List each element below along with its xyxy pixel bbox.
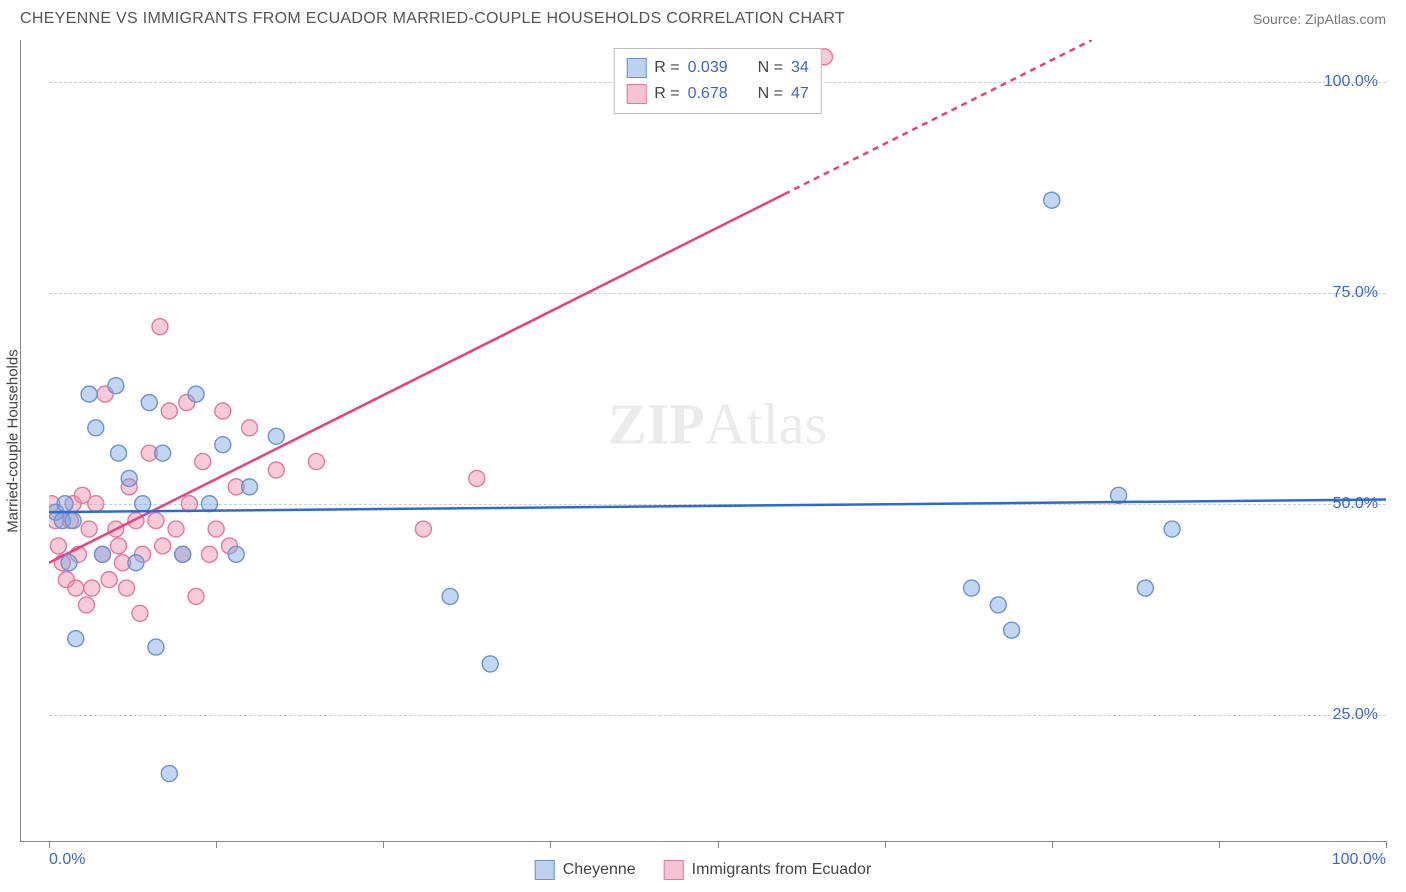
scatter-point <box>964 580 980 596</box>
x-tick-mark <box>49 841 50 848</box>
scatter-point <box>155 445 171 461</box>
scatter-point <box>195 454 211 470</box>
scatter-point <box>242 420 258 436</box>
legend-stats-row: R = 0.678 N = 47 <box>626 81 809 107</box>
scatter-point <box>469 470 485 486</box>
chart-area: Married-couple Households ZIPAtlas 25.0%… <box>20 40 1386 842</box>
scatter-point <box>188 386 204 402</box>
scatter-point <box>111 538 127 554</box>
scatter-point <box>84 580 100 596</box>
chart-header: CHEYENNE VS IMMIGRANTS FROM ECUADOR MARR… <box>0 0 1406 34</box>
scatter-point <box>121 470 137 486</box>
x-tick-mark <box>383 841 384 848</box>
scatter-point <box>208 521 224 537</box>
scatter-point <box>161 403 177 419</box>
r-value: 0.678 <box>688 85 728 103</box>
swatch-blue <box>626 58 646 78</box>
x-tick-label: 100.0% <box>1332 851 1386 869</box>
scatter-point <box>442 588 458 604</box>
scatter-point <box>81 386 97 402</box>
scatter-point <box>88 496 104 512</box>
scatter-point <box>1004 622 1020 638</box>
scatter-point <box>119 580 135 596</box>
x-tick-mark <box>216 841 217 848</box>
scatter-point <box>161 766 177 782</box>
legend-stats-row: R = 0.039 N = 34 <box>626 55 809 81</box>
swatch-pink <box>664 860 684 880</box>
x-tick-mark <box>1052 841 1053 848</box>
scatter-point <box>482 656 498 672</box>
scatter-point <box>141 395 157 411</box>
scatter-point <box>135 496 151 512</box>
n-value: 47 <box>791 85 809 103</box>
legend-stats: R = 0.039 N = 34 R = 0.678 N = 47 <box>613 48 822 114</box>
x-tick-label: 0.0% <box>49 851 85 869</box>
scatter-point <box>415 521 431 537</box>
scatter-point <box>108 378 124 394</box>
legend-bottom: Cheyenne Immigrants from Ecuador <box>535 860 872 880</box>
scatter-point <box>228 546 244 562</box>
scatter-point <box>1137 580 1153 596</box>
x-tick-mark <box>718 841 719 848</box>
plot-area: ZIPAtlas 25.0%50.0%75.0%100.0%0.0%100.0%… <box>49 40 1386 841</box>
scatter-point <box>111 445 127 461</box>
scatter-point <box>88 420 104 436</box>
scatter-point <box>57 496 73 512</box>
scatter-point <box>155 538 171 554</box>
scatter-point <box>168 521 184 537</box>
scatter-point <box>65 513 81 529</box>
y-axis-label: Married-couple Households <box>5 349 22 532</box>
scatter-point <box>175 546 191 562</box>
r-label: R = <box>654 59 679 77</box>
scatter-point <box>1164 521 1180 537</box>
scatter-point <box>181 496 197 512</box>
scatter-point <box>268 462 284 478</box>
r-label: R = <box>654 85 679 103</box>
scatter-point <box>201 496 217 512</box>
scatter-point <box>128 555 144 571</box>
legend-label-cheyenne: Cheyenne <box>563 861 636 879</box>
scatter-point <box>94 546 110 562</box>
scatter-point <box>188 588 204 604</box>
legend-item-cheyenne: Cheyenne <box>535 860 636 880</box>
scatter-point <box>308 454 324 470</box>
scatter-point <box>148 639 164 655</box>
scatter-point <box>990 597 1006 613</box>
scatter-point <box>215 437 231 453</box>
n-label: N = <box>758 85 783 103</box>
regression-line <box>49 500 1386 513</box>
x-tick-mark <box>1219 841 1220 848</box>
scatter-point <box>68 580 84 596</box>
swatch-pink <box>626 84 646 104</box>
scatter-point <box>78 597 94 613</box>
plot-svg <box>49 40 1386 841</box>
source-attribution: Source: ZipAtlas.com <box>1253 11 1386 27</box>
scatter-point <box>1044 192 1060 208</box>
n-label: N = <box>758 59 783 77</box>
x-tick-mark <box>1386 841 1387 848</box>
n-value: 34 <box>791 59 809 77</box>
swatch-blue <box>535 860 555 880</box>
scatter-point <box>68 631 84 647</box>
scatter-point <box>215 403 231 419</box>
scatter-point <box>242 479 258 495</box>
scatter-point <box>50 538 66 554</box>
scatter-point <box>61 555 77 571</box>
scatter-point <box>132 605 148 621</box>
scatter-point <box>201 546 217 562</box>
scatter-point <box>268 428 284 444</box>
r-value: 0.039 <box>688 59 728 77</box>
scatter-point <box>148 513 164 529</box>
chart-title: CHEYENNE VS IMMIGRANTS FROM ECUADOR MARR… <box>20 10 845 28</box>
scatter-point <box>152 319 168 335</box>
x-tick-mark <box>550 841 551 848</box>
scatter-point <box>81 521 97 537</box>
scatter-point <box>101 572 117 588</box>
x-tick-mark <box>885 841 886 848</box>
legend-item-ecuador: Immigrants from Ecuador <box>664 860 872 880</box>
legend-label-ecuador: Immigrants from Ecuador <box>692 861 872 879</box>
